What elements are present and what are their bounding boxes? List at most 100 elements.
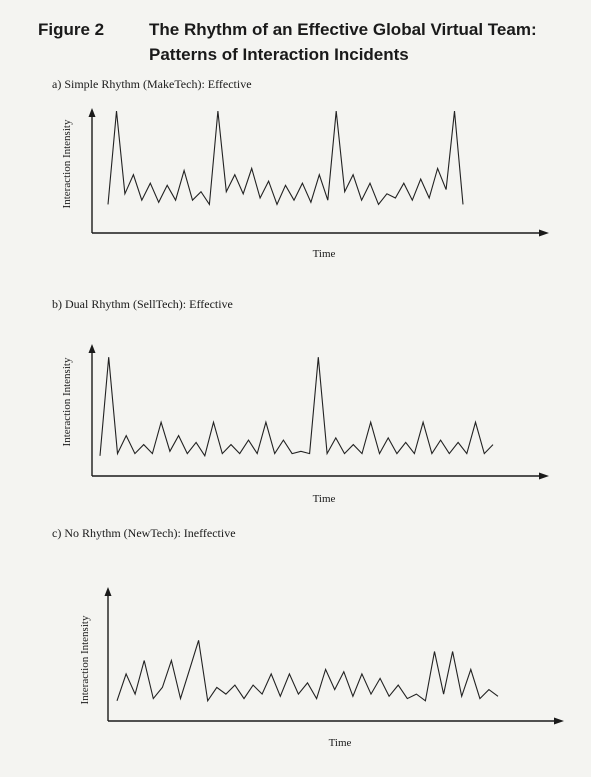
panel-b-data-point: [431, 453, 433, 455]
panel-b-data-point: [143, 444, 145, 446]
panel-c-x-axis-title: Time: [329, 737, 352, 749]
panel-a-data-point: [217, 110, 219, 112]
panel-b-data-point: [300, 450, 302, 452]
panel-c-series-line: [116, 640, 499, 703]
panel-c-data-point: [316, 698, 318, 700]
panel-c-data-point: [170, 660, 172, 662]
panel-c-data-point: [352, 695, 354, 697]
panel-b-data-point: [492, 444, 494, 446]
panel-b-data-point: [204, 455, 206, 457]
panel-a-caption: a) Simple Rhythm (MakeTech): Effective: [52, 77, 252, 91]
panel-a-data-point: [318, 174, 320, 176]
panel-c-data-point: [134, 693, 136, 695]
panel-c-data-point: [434, 651, 436, 653]
panel-c-data-point: [361, 673, 363, 675]
panel-c-data-point: [297, 693, 299, 695]
panel-a-data-point: [124, 193, 126, 195]
panel-b-data-point: [344, 453, 346, 455]
panel-b-data-point: [335, 437, 337, 439]
panel-b-data-point: [239, 453, 241, 455]
panel-c-data-point: [116, 700, 118, 702]
panel-c-data-point: [252, 684, 254, 686]
panel-a-data-point: [327, 199, 329, 201]
panel-a-data-point: [445, 189, 447, 191]
panel-c-data-point: [424, 700, 426, 702]
panel-a-data-point: [192, 199, 194, 201]
panel-a-data-point: [234, 174, 236, 176]
panel-b-caption: b) Dual Rhythm (SellTech): Effective: [52, 297, 233, 311]
panel-b-data-point: [475, 421, 477, 423]
panel-a-data-point: [420, 178, 422, 180]
panel-c-data-point: [279, 695, 281, 697]
panel-b-data-point: [274, 453, 276, 455]
panel-a-points: [107, 110, 464, 205]
panel-b-x-axis-title: Time: [313, 493, 336, 505]
panel-c-data-point: [325, 668, 327, 670]
panel-c-y-axis-arrow: [104, 587, 112, 596]
panel-a-data-point: [251, 167, 253, 169]
panel-a-data-point: [378, 203, 380, 205]
figure-title-line-2: Patterns of Interaction Incidents: [149, 45, 409, 64]
panel-a-data-point: [200, 191, 202, 193]
panel-a-data-point: [208, 203, 210, 205]
panel-c-data-point: [479, 698, 481, 700]
panel-b-points: [99, 356, 494, 457]
panel-b-data-point: [361, 453, 363, 455]
panel-b-data-point: [405, 441, 407, 443]
panel-b-data-point: [317, 356, 319, 358]
panel-c-data-point: [343, 671, 345, 673]
panel-c-data-point: [461, 695, 463, 697]
panel-c-x-axis-arrow: [554, 717, 564, 725]
panel-c-data-point: [452, 651, 454, 653]
panel-c-caption: c) No Rhythm (NewTech): Ineffective: [52, 526, 236, 540]
panel-a-data-point: [394, 197, 396, 199]
panel-a-data-point: [268, 180, 270, 182]
panel-c-data-point: [288, 673, 290, 675]
panel-b-data-point: [387, 437, 389, 439]
panel-b-data-point: [448, 453, 450, 455]
panel-a-data-point: [386, 193, 388, 195]
panel-c-data-point: [180, 698, 182, 700]
panel-a-y-axis-arrow: [88, 108, 96, 117]
panel-b-data-point: [248, 439, 250, 441]
panel-c-data-point: [143, 660, 145, 662]
panel-b-data-point: [352, 444, 354, 446]
panel-b-data-point: [309, 453, 311, 455]
panel-a-data-point: [276, 203, 278, 205]
panel-c-data-point: [152, 698, 154, 700]
panel-a-data-point: [335, 110, 337, 112]
panel-c-data-point: [406, 698, 408, 700]
panel-c-data-point: [261, 693, 263, 695]
panel-c-data-point: [379, 677, 381, 679]
panel-b-series-line: [99, 357, 494, 458]
panel-a-data-point: [344, 191, 346, 193]
panel-b-y-axis-arrow: [88, 344, 96, 353]
panel-a-data-point: [301, 182, 303, 184]
panel-c-data-point: [470, 668, 472, 670]
panel-b-data-point: [457, 441, 459, 443]
panel-a-data-point: [116, 110, 118, 112]
panel-b-data-point: [379, 453, 381, 455]
figure-header: Figure 2 The Rhythm of an Effective Glob…: [0, 0, 591, 72]
panel-c-data-point: [307, 682, 309, 684]
panel-a-data-point: [132, 174, 134, 176]
panel-b-data-point: [221, 453, 223, 455]
panel-a-data-point: [259, 197, 261, 199]
panel-b-data-point: [466, 453, 468, 455]
panel-b-data-point: [99, 455, 101, 457]
figure-title-line-1: The Rhythm of an Effective Global Virtua…: [149, 20, 537, 39]
panel-b-data-point: [108, 356, 110, 358]
panel-c-data-point: [488, 689, 490, 691]
panel-a-data-point: [242, 193, 244, 195]
panel-b-data-point: [125, 435, 127, 437]
panel-a-data-point: [285, 184, 287, 186]
figure-label: Figure 2: [38, 20, 105, 39]
panel-c-data-point: [388, 695, 390, 697]
panel-a-data-point: [462, 203, 464, 205]
panel-a-data-point: [454, 110, 456, 112]
panel-c-data-point: [334, 689, 336, 691]
panel-b-data-point: [195, 441, 197, 443]
panel-a-data-point: [437, 167, 439, 169]
panel-a-data-point: [149, 182, 151, 184]
